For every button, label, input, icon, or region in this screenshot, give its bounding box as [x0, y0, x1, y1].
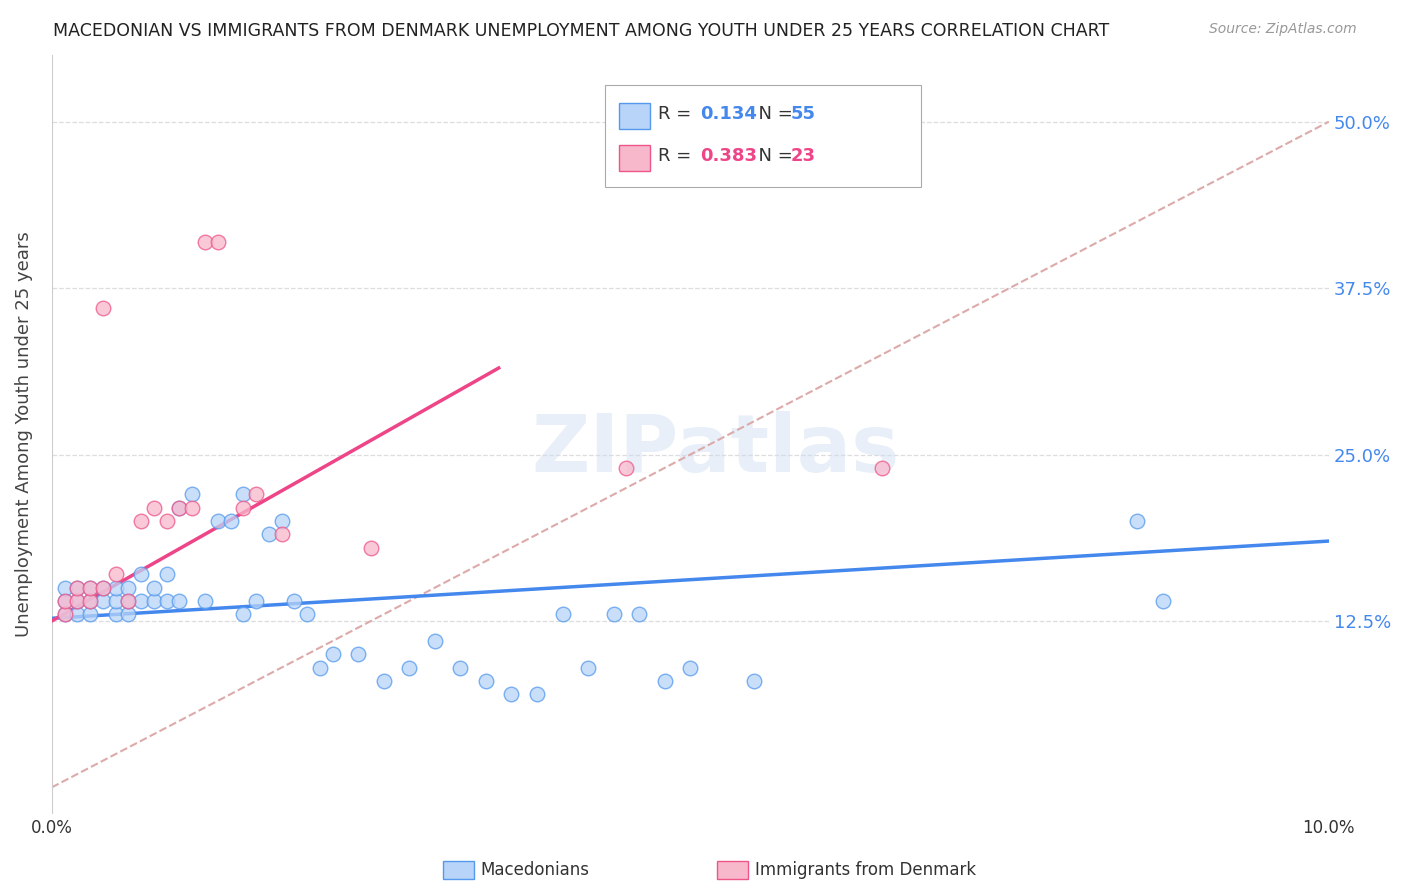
- Point: [169, 500, 191, 515]
- Point: [181, 487, 204, 501]
- Point: [156, 514, 179, 528]
- Y-axis label: Unemployment Among Youth under 25 years: Unemployment Among Youth under 25 years: [15, 232, 32, 638]
- Point: [526, 687, 548, 701]
- Point: [257, 527, 280, 541]
- Point: [104, 594, 127, 608]
- Point: [142, 581, 165, 595]
- Point: [169, 500, 191, 515]
- Point: [104, 607, 127, 622]
- Point: [398, 660, 420, 674]
- Point: [245, 487, 267, 501]
- Point: [181, 500, 204, 515]
- Point: [66, 594, 89, 608]
- Point: [117, 581, 139, 595]
- Point: [117, 607, 139, 622]
- Point: [142, 500, 165, 515]
- Point: [91, 581, 114, 595]
- Text: R =: R =: [658, 147, 697, 165]
- Point: [270, 527, 292, 541]
- Point: [322, 647, 344, 661]
- Text: MACEDONIAN VS IMMIGRANTS FROM DENMARK UNEMPLOYMENT AMONG YOUTH UNDER 25 YEARS CO: MACEDONIAN VS IMMIGRANTS FROM DENMARK UN…: [53, 22, 1109, 40]
- Point: [1126, 514, 1149, 528]
- Point: [551, 607, 574, 622]
- Text: 0.383: 0.383: [700, 147, 758, 165]
- Text: R =: R =: [658, 105, 697, 123]
- Point: [616, 460, 638, 475]
- Point: [53, 607, 76, 622]
- Point: [654, 673, 676, 688]
- Point: [104, 567, 127, 582]
- Text: Immigrants from Denmark: Immigrants from Denmark: [755, 861, 976, 879]
- Text: 0.134: 0.134: [700, 105, 756, 123]
- Point: [194, 235, 217, 249]
- Point: [423, 634, 446, 648]
- Point: [129, 567, 152, 582]
- Point: [79, 594, 101, 608]
- Point: [129, 594, 152, 608]
- Point: [66, 594, 89, 608]
- Point: [373, 673, 395, 688]
- Point: [295, 607, 318, 622]
- Point: [53, 581, 76, 595]
- Point: [270, 514, 292, 528]
- Point: [169, 594, 191, 608]
- Point: [142, 594, 165, 608]
- Point: [232, 487, 254, 501]
- Point: [91, 301, 114, 315]
- Text: N =: N =: [747, 147, 799, 165]
- Point: [194, 594, 217, 608]
- Point: [91, 581, 114, 595]
- Point: [870, 460, 893, 475]
- Text: Macedonians: Macedonians: [481, 861, 591, 879]
- Text: N =: N =: [747, 105, 799, 123]
- Text: 23: 23: [790, 147, 815, 165]
- Point: [79, 581, 101, 595]
- Point: [219, 514, 242, 528]
- Point: [1152, 594, 1174, 608]
- Point: [79, 594, 101, 608]
- Text: Source: ZipAtlas.com: Source: ZipAtlas.com: [1209, 22, 1357, 37]
- Point: [129, 514, 152, 528]
- Point: [91, 594, 114, 608]
- Point: [207, 235, 229, 249]
- Point: [628, 607, 651, 622]
- Point: [360, 541, 382, 555]
- Point: [347, 647, 370, 661]
- Text: ZIPatlas: ZIPatlas: [531, 410, 900, 489]
- Point: [117, 594, 139, 608]
- Point: [449, 660, 471, 674]
- Point: [53, 607, 76, 622]
- Point: [66, 607, 89, 622]
- Point: [117, 594, 139, 608]
- Point: [232, 500, 254, 515]
- Text: 55: 55: [790, 105, 815, 123]
- Point: [576, 660, 599, 674]
- Point: [66, 581, 89, 595]
- Point: [156, 594, 179, 608]
- Point: [309, 660, 332, 674]
- Point: [53, 594, 76, 608]
- Point: [742, 673, 765, 688]
- Point: [475, 673, 498, 688]
- Point: [79, 607, 101, 622]
- Point: [156, 567, 179, 582]
- Point: [679, 660, 702, 674]
- Point: [53, 594, 76, 608]
- Point: [602, 607, 624, 622]
- Point: [245, 594, 267, 608]
- Point: [232, 607, 254, 622]
- Point: [79, 581, 101, 595]
- Point: [283, 594, 305, 608]
- Point: [104, 581, 127, 595]
- Point: [207, 514, 229, 528]
- Point: [66, 581, 89, 595]
- Point: [501, 687, 523, 701]
